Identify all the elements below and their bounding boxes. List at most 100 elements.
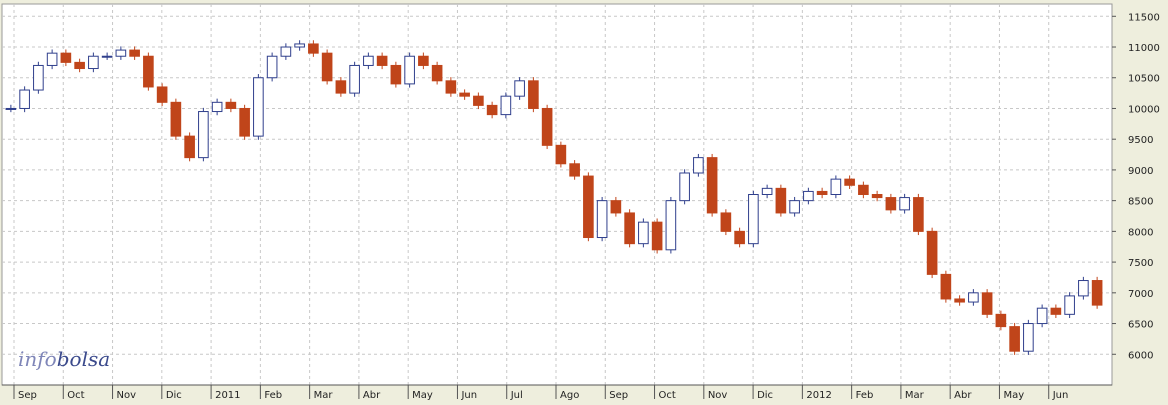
x-tick-label: Mar (314, 390, 334, 401)
candle-body (541, 107, 553, 146)
x-tick-label: Sep (609, 390, 628, 401)
candle-body (418, 55, 429, 66)
candle-body (926, 230, 938, 275)
candle-body (473, 95, 484, 106)
y-tick-label: 9000 (1128, 166, 1153, 177)
y-tick-label: 6000 (1128, 350, 1153, 361)
x-tick-label: Dic (166, 390, 182, 401)
candle-body (583, 175, 594, 239)
candle-body (665, 200, 677, 251)
candle-body (844, 178, 855, 186)
candle-body (280, 46, 292, 57)
x-tick-label: Jun (460, 390, 477, 401)
candle-body (33, 64, 44, 91)
candle-body (720, 212, 732, 232)
y-tick-label: 7500 (1128, 258, 1153, 269)
x-tick-label: Jul (510, 390, 523, 401)
candle-body (19, 89, 30, 109)
candle-body (706, 157, 718, 214)
candle-body (445, 80, 457, 94)
candle-body (803, 190, 814, 202)
candle-body (266, 55, 278, 79)
x-tick-label: 2011 (215, 390, 240, 401)
x-tick-label: 2012 (806, 390, 831, 401)
candle-body (198, 111, 209, 159)
x-tick-label: May (1003, 390, 1024, 401)
y-tick-label: 8000 (1128, 227, 1153, 238)
candle-body (1078, 280, 1089, 297)
candle-body (376, 55, 388, 66)
x-tick-label: Nov (117, 390, 137, 401)
candle-body (789, 200, 800, 214)
candle-body (761, 187, 773, 196)
candle-body (46, 52, 58, 66)
candle-body (211, 101, 223, 113)
plot-area (1, 3, 1113, 386)
candle-body (156, 86, 168, 103)
y-tick-label: 10500 (1128, 74, 1160, 85)
y-tick-label: 6500 (1128, 320, 1153, 331)
candles (5, 40, 1103, 355)
candle-body (363, 55, 374, 66)
candle-body (239, 107, 250, 137)
x-tick-label: Feb (856, 390, 874, 401)
candle-body (88, 55, 99, 70)
candle-body (486, 104, 498, 116)
x-tick-label: Mar (905, 390, 925, 401)
candle-body (349, 64, 360, 94)
x-tick-label: Abr (363, 390, 381, 401)
candle-body (335, 80, 347, 94)
candle-body (74, 61, 85, 70)
logo-bolsa: bolsa (57, 347, 110, 371)
infobolsa-logo: infobolsa (18, 347, 110, 371)
x-tick-label: Nov (708, 390, 728, 401)
candle-body (1064, 295, 1075, 315)
candle-body (101, 55, 113, 58)
candle-body (638, 221, 649, 245)
candle-body (775, 187, 787, 214)
x-tick-label: Oct (659, 390, 676, 401)
candle-body (858, 184, 869, 195)
candle-body (913, 197, 924, 232)
candle-body (404, 55, 415, 85)
y-tick-label: 11500 (1128, 12, 1160, 23)
candle-body (500, 95, 512, 116)
x-tick-label: Jun (1052, 390, 1069, 401)
candle-body (693, 157, 704, 174)
y-axis: 6000 6500 7000 7500 8000 8500 9000 9500 10000 105… (1112, 12, 1160, 361)
candle-body (1023, 323, 1034, 352)
candle-body (555, 144, 567, 165)
candle-body (459, 92, 470, 97)
y-tick-label: 11000 (1128, 43, 1160, 54)
x-tick-label: Sep (18, 390, 37, 401)
x-tick-label: Ago (560, 390, 579, 401)
candle-body (321, 52, 333, 82)
y-tick-label: 7000 (1128, 289, 1153, 300)
y-tick-label: 8500 (1128, 197, 1153, 208)
candle-body (528, 80, 539, 109)
candle-body (940, 273, 952, 300)
y-tick-label: 9500 (1128, 135, 1153, 146)
candle-body (253, 77, 264, 137)
candle-body (5, 107, 17, 110)
candle-body (830, 178, 842, 196)
x-tick-label: Feb (264, 390, 282, 401)
candle-body (899, 197, 910, 211)
x-axis: Sep Oct Nov Dic 2011 Feb Mar Abr May Jun Jul Ago Sep… (2, 384, 1112, 401)
candle-body (995, 313, 1007, 328)
candle-body (60, 52, 72, 63)
x-tick-label: May (412, 390, 433, 401)
candle-body (294, 43, 305, 48)
candle-body (1036, 307, 1048, 325)
candle-body (569, 163, 580, 177)
candle-body (596, 200, 608, 239)
candle-body (748, 194, 759, 245)
candle-body (651, 221, 663, 251)
candle-body (1009, 326, 1020, 352)
candle-body (184, 135, 195, 159)
candle-body (871, 194, 883, 199)
candle-body (624, 212, 635, 245)
candle-body (1050, 307, 1062, 315)
candle-body (115, 49, 127, 57)
